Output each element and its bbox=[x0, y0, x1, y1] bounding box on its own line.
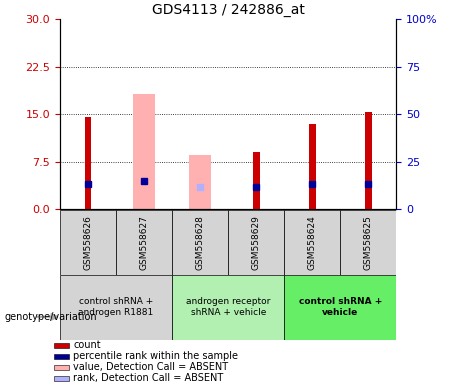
Bar bbox=[309, 124, 316, 209]
Text: GSM558629: GSM558629 bbox=[252, 215, 261, 270]
Bar bbox=[133, 94, 155, 209]
Bar bbox=[172, 275, 284, 340]
Bar bbox=[189, 156, 211, 209]
Bar bbox=[284, 275, 396, 340]
Bar bbox=[228, 210, 284, 275]
Text: androgen receptor
shRNA + vehicle: androgen receptor shRNA + vehicle bbox=[186, 298, 271, 317]
Text: GSM558624: GSM558624 bbox=[308, 215, 317, 270]
Bar bbox=[172, 210, 228, 275]
Text: GSM558627: GSM558627 bbox=[140, 215, 148, 270]
Text: control shRNA +
vehicle: control shRNA + vehicle bbox=[299, 298, 382, 317]
Bar bbox=[284, 210, 340, 275]
Text: control shRNA +
androgen R1881: control shRNA + androgen R1881 bbox=[78, 298, 154, 317]
Title: GDS4113 / 242886_at: GDS4113 / 242886_at bbox=[152, 3, 305, 17]
Bar bbox=[85, 118, 91, 209]
Bar bbox=[54, 354, 69, 359]
Bar bbox=[54, 343, 69, 348]
Text: percentile rank within the sample: percentile rank within the sample bbox=[73, 351, 238, 361]
Bar bbox=[340, 210, 396, 275]
Text: GSM558625: GSM558625 bbox=[364, 215, 373, 270]
Text: GSM558628: GSM558628 bbox=[195, 215, 205, 270]
Bar bbox=[60, 275, 172, 340]
Bar bbox=[54, 365, 69, 370]
Bar bbox=[253, 152, 260, 209]
Text: genotype/variation: genotype/variation bbox=[5, 312, 97, 322]
Bar bbox=[54, 376, 69, 381]
Text: value, Detection Call = ABSENT: value, Detection Call = ABSENT bbox=[73, 362, 228, 372]
Bar bbox=[365, 113, 372, 209]
Bar bbox=[116, 210, 172, 275]
Text: GSM558626: GSM558626 bbox=[83, 215, 93, 270]
Bar bbox=[60, 210, 116, 275]
Text: count: count bbox=[73, 340, 101, 350]
Text: rank, Detection Call = ABSENT: rank, Detection Call = ABSENT bbox=[73, 374, 224, 384]
